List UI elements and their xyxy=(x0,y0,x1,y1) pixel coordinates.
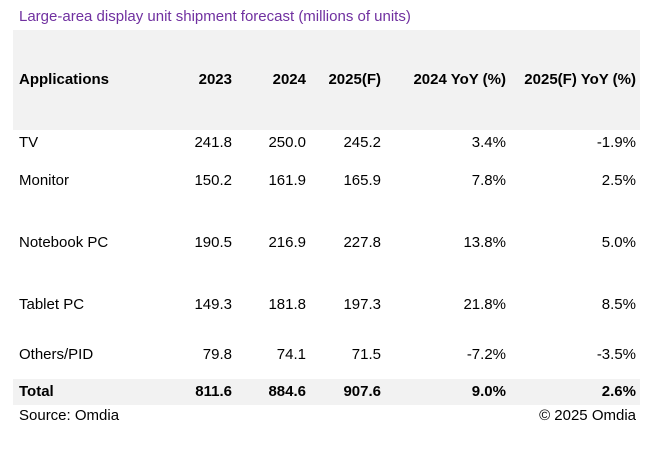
cell: 250.0 xyxy=(268,134,306,151)
cell: 21.8% xyxy=(463,296,506,313)
cell: Monitor xyxy=(19,172,70,189)
cell: TV xyxy=(19,134,39,151)
column-header: 2024 YoY (%) xyxy=(413,71,506,88)
cell: 3.4% xyxy=(471,134,506,151)
cell: 811.6 xyxy=(195,383,232,400)
column-header: 2023 xyxy=(198,71,232,88)
cell: 2.6% xyxy=(601,383,636,400)
cell: 241.8 xyxy=(194,134,232,151)
cell: 165.9 xyxy=(343,172,381,189)
cell: 79.8 xyxy=(202,346,232,363)
cell: 2.5% xyxy=(601,172,636,189)
table-row: Tablet PC 149.3 181.8 197.3 21.8% 8.5% xyxy=(0,296,652,316)
cell: 7.8% xyxy=(471,172,506,189)
cell: 227.8 xyxy=(343,234,381,251)
cell: -7.2% xyxy=(466,346,506,363)
column-header: Applications xyxy=(19,71,110,88)
header-row: Applications 2023 2024 2025(F) 2024 YoY … xyxy=(0,71,652,91)
cell: Tablet PC xyxy=(19,296,85,313)
cell: 71.5 xyxy=(351,346,381,363)
cell: Others/PID xyxy=(19,346,94,363)
table-row: Others/PID 79.8 74.1 71.5 -7.2% -3.5% xyxy=(0,346,652,366)
total-band xyxy=(13,379,640,405)
cell: 884.6 xyxy=(268,383,306,400)
cell: Total xyxy=(19,383,54,400)
header-band xyxy=(13,30,640,130)
cell: 907.6 xyxy=(343,383,381,400)
cell: 74.1 xyxy=(276,346,306,363)
table-row: Monitor 150.2 161.9 165.9 7.8% 2.5% xyxy=(0,172,652,192)
table-row: TV 241.8 250.0 245.2 3.4% -1.9% xyxy=(0,134,652,154)
source-note: Source: Omdia xyxy=(19,407,120,424)
cell: 216.9 xyxy=(268,234,306,251)
cell: 245.2 xyxy=(343,134,381,151)
cell: Notebook PC xyxy=(19,234,109,251)
table-row: Notebook PC 190.5 216.9 227.8 13.8% 5.0% xyxy=(0,234,652,254)
column-header: 2025(F) xyxy=(328,71,381,88)
cell: 181.8 xyxy=(268,296,306,313)
cell: 5.0% xyxy=(601,234,636,251)
table-title: Large-area display unit shipment forecas… xyxy=(19,8,411,25)
cell: -3.5% xyxy=(596,346,636,363)
cell: 149.3 xyxy=(194,296,232,313)
copyright-note: © 2025 Omdia xyxy=(539,407,636,424)
column-header: 2025(F) YoY (%) xyxy=(524,71,636,88)
total-row: Total 811.6 884.6 907.6 9.0% 2.6% xyxy=(0,383,652,403)
cell: 197.3 xyxy=(343,296,381,313)
column-header: 2024 xyxy=(272,71,306,88)
cell: -1.9% xyxy=(596,134,636,151)
cell: 161.9 xyxy=(268,172,306,189)
cell: 150.2 xyxy=(194,172,232,189)
cell: 8.5% xyxy=(601,296,636,313)
cell: 190.5 xyxy=(194,234,232,251)
cell: 13.8% xyxy=(463,234,506,251)
cell: 9.0% xyxy=(471,383,506,400)
